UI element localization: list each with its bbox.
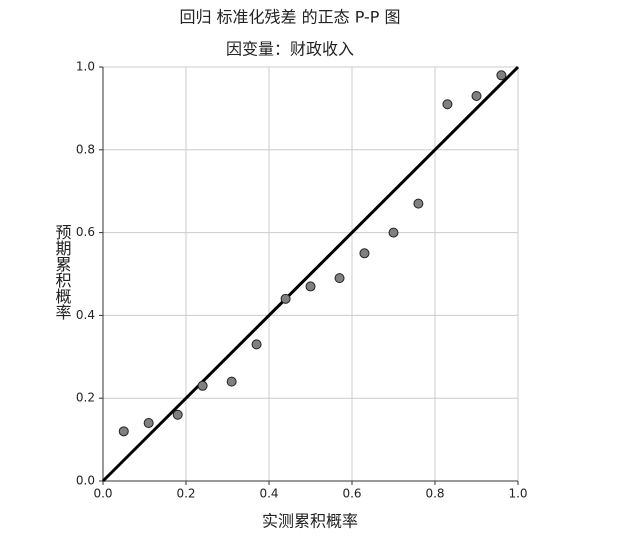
point (471, 90, 482, 101)
point (359, 248, 370, 259)
y-tick-label: 0.4 (76, 308, 95, 322)
point (442, 99, 453, 110)
reference-line (101, 65, 520, 483)
point (118, 426, 129, 437)
x-tick-label: 0.0 (93, 487, 112, 501)
chart-subtitle: 因变量：财政收入 (226, 40, 354, 59)
point (334, 273, 345, 284)
y-tick-label: 0.8 (76, 142, 95, 156)
chart-title: 回归 标准化残差 的正态 P-P 图 (179, 8, 400, 27)
y-axis-label: 预期累积概率 (53, 224, 72, 320)
point (172, 409, 183, 420)
point (251, 339, 262, 350)
point (413, 198, 424, 209)
point (280, 293, 291, 304)
point (226, 376, 237, 387)
y-tick-label: 0.0 (76, 474, 95, 488)
x-tick-label: 0.8 (425, 487, 444, 501)
x-tick-label: 1.0 (508, 487, 527, 501)
y-tick-label: 0.6 (76, 225, 95, 239)
x-tick-label: 0.6 (342, 487, 361, 501)
point (305, 281, 316, 292)
x-axis-label: 实测累积概率 (262, 512, 358, 531)
y-tick-label: 0.2 (76, 391, 95, 405)
y-tick-label: 1.0 (76, 60, 95, 74)
point (143, 418, 154, 429)
point (496, 70, 507, 81)
point (388, 227, 399, 238)
point (197, 380, 208, 391)
x-tick-label: 0.2 (176, 487, 195, 501)
x-tick-label: 0.4 (259, 487, 278, 501)
